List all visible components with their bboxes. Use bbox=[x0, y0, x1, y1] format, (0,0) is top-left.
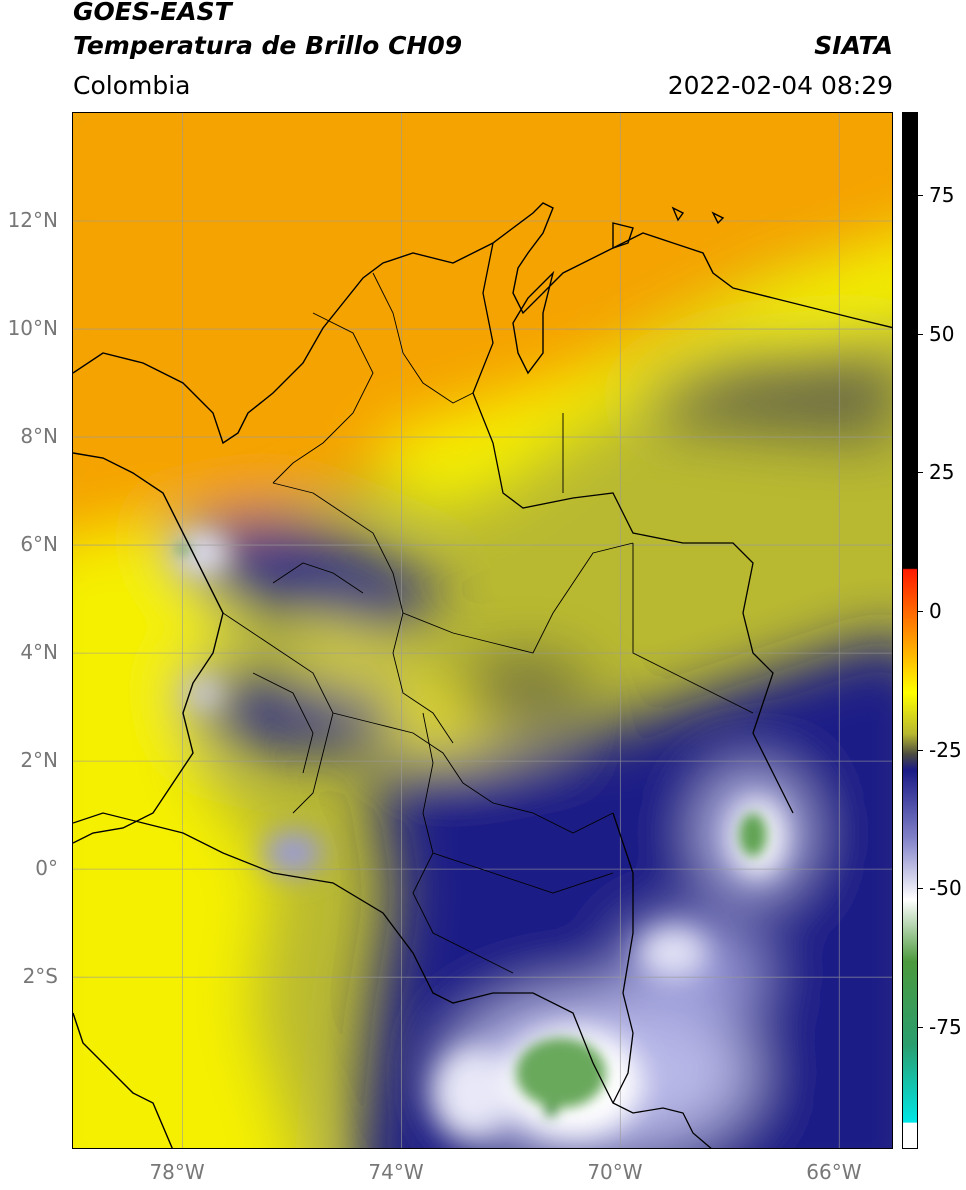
satellite-map bbox=[72, 112, 893, 1149]
coldest-cores bbox=[175, 543, 767, 1117]
organization-label: SIATA bbox=[814, 31, 893, 60]
colorbar-tick bbox=[918, 749, 923, 751]
colorbar-gradient bbox=[903, 113, 917, 1148]
colorbar-tick bbox=[918, 195, 923, 197]
colorbar-tick bbox=[918, 333, 923, 335]
colorbar-tick bbox=[918, 888, 923, 890]
lat-tick-label: 2°N bbox=[20, 748, 58, 773]
lon-tick-label: 78°W bbox=[149, 1160, 205, 1184]
lat-tick-label: 10°N bbox=[7, 316, 58, 341]
satellite-title: GOES-EAST bbox=[73, 0, 232, 26]
lon-tick-label: 70°W bbox=[587, 1160, 643, 1184]
region-label: Colombia bbox=[73, 71, 191, 100]
colorbar-tick-label: -25 bbox=[929, 737, 962, 762]
lon-tick-label: 66°W bbox=[806, 1160, 862, 1184]
colorbar-tick-label: -75 bbox=[929, 1015, 962, 1039]
lon-tick-label: 74°W bbox=[368, 1160, 424, 1184]
lat-tick-label: 12°N bbox=[7, 208, 58, 233]
colorbar-tick bbox=[918, 472, 923, 474]
map-svg bbox=[73, 113, 892, 1148]
department-boundaries bbox=[222, 272, 754, 974]
colorbar-tick bbox=[918, 1027, 923, 1028]
colorbar-tick bbox=[918, 611, 923, 613]
colorbar-tick-label: 25 bbox=[929, 460, 955, 485]
colorbar bbox=[902, 112, 918, 1149]
lat-tick-label: 6°N bbox=[20, 532, 58, 557]
colorbar-tick-label: 0 bbox=[929, 599, 942, 624]
product-title: Temperatura de Brillo CH09 bbox=[73, 31, 463, 60]
colorbar-tick-label: 75 bbox=[929, 183, 955, 208]
datetime-label: 2022-02-04 08:29 bbox=[667, 71, 893, 100]
lat-tick-label: 2°S bbox=[22, 964, 58, 989]
colorbar-tick-label: -50 bbox=[929, 876, 962, 901]
lat-tick-label: 4°N bbox=[20, 640, 58, 665]
lat-tick-label: 8°N bbox=[20, 424, 58, 449]
coastlines bbox=[73, 202, 892, 1148]
gridlines bbox=[73, 113, 892, 1148]
brightness-field bbox=[73, 113, 892, 1148]
lat-tick-label: 0° bbox=[35, 856, 58, 881]
colorbar-tick-label: 50 bbox=[929, 321, 955, 346]
